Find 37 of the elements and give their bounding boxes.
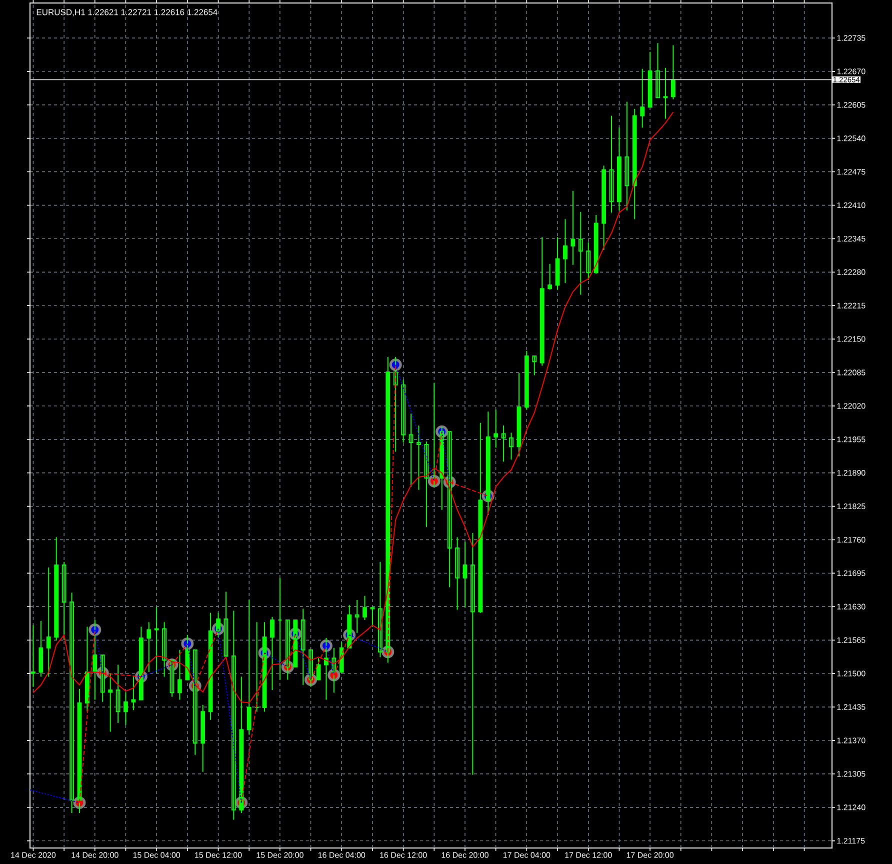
y-tick-label: 1.21370: [837, 738, 866, 744]
x-tick-label: 16 Dec 20:00: [442, 852, 488, 858]
x-tick-label: 14 Dec 20:00: [72, 852, 118, 858]
y-tick-label: 1.22085: [837, 370, 866, 376]
x-tick-label: 16 Dec 04:00: [318, 852, 366, 858]
y-tick-label: 1.22150: [837, 336, 866, 342]
y-tick-label: 1.22670: [837, 68, 866, 74]
y-tick-label: 1.21760: [837, 536, 866, 543]
text: EURUSD,H1 1.22621 1.22721 1.22616 1.22654: [36, 9, 218, 16]
x-tick-label: 15 Dec 20:00: [256, 852, 304, 858]
y-tick-label: 1.21630: [837, 604, 866, 610]
x-tick-label: 15 Dec 04:00: [133, 852, 180, 858]
y-tick-label: 1.22475: [837, 168, 866, 175]
y-tick-label: 1.22215: [837, 302, 866, 308]
y-tick-label: 1.21175: [837, 838, 865, 844]
y-tick-label: 1.22020: [837, 403, 866, 409]
y-tick-label: 1.21565: [837, 637, 866, 643]
x-tick-label: 17 Dec 12:00: [565, 852, 612, 858]
y-tick-label: 1.21240: [837, 804, 866, 810]
y-tick-label: 1.22540: [837, 135, 866, 142]
y-tick-label: 1.21435: [837, 704, 866, 710]
y-tick-label: 1.22605: [837, 102, 866, 108]
x-tick-label: 15 Dec 12:00: [195, 852, 242, 858]
x-tick-label: 16 Dec 12:00: [380, 852, 427, 858]
y-tick-label: 1.22345: [837, 236, 866, 242]
x-tick-label: 17 Dec 20:00: [626, 852, 674, 858]
y-tick-label: 1.21955: [837, 436, 866, 442]
y-tick-label: 1.21890: [837, 470, 866, 476]
y-tick-label: 1.22735: [837, 35, 866, 41]
x-tick-label: 17 Dec 04:00: [503, 852, 550, 858]
y-tick-label: 1.22410: [837, 202, 866, 208]
y-tick-label: 1.22280: [837, 269, 866, 275]
y-tick-label: 1.21305: [837, 771, 866, 777]
y-tick-label: 1.21500: [837, 670, 866, 676]
y-tick-label: 1.21695: [837, 570, 866, 576]
x-tick-label: 14 Dec 2020: [11, 852, 56, 858]
y-tick-label: 1.21825: [837, 503, 866, 510]
